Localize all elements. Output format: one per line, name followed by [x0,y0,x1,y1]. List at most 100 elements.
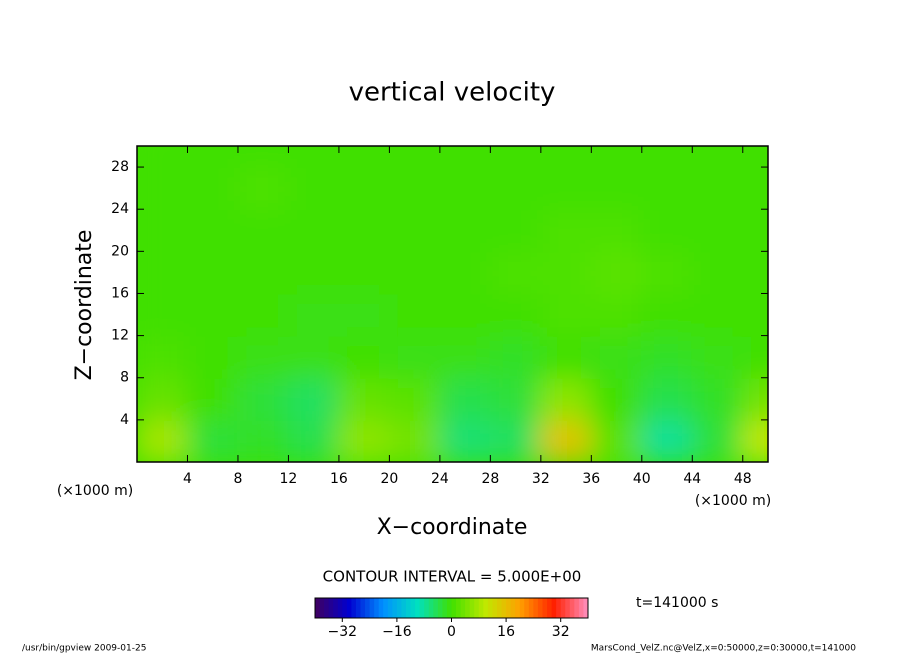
x-tick-label: 4 [183,471,192,487]
cell [236,166,290,211]
cell [539,208,593,253]
cell [137,208,189,253]
cell [388,146,441,169]
cell [388,250,441,295]
x-tick-label: 32 [532,471,550,487]
x-tick-label: 12 [280,471,298,487]
y-tick-label: 4 [120,412,129,428]
cell [236,250,290,295]
cell [186,292,239,337]
chart-title: vertical velocity [349,78,556,108]
colorbar-segment [328,598,334,618]
cell [388,166,441,211]
colorbar-segment [451,598,457,618]
cell [741,166,768,211]
cell [539,250,593,295]
colorbar-segment [415,598,421,618]
colorbar-segment [547,598,553,618]
cell [640,292,694,337]
cell [388,208,441,253]
colorbar-tick-label: 16 [497,624,515,640]
colorbar-segment [497,598,503,618]
cell [539,376,593,421]
cell [489,292,542,337]
time-label: t=141000 s [636,595,718,611]
cell [539,146,593,169]
cell [489,146,542,169]
cell [337,418,391,462]
colorbar-segment [410,598,416,618]
cell [590,250,643,295]
colorbar-segment [437,598,443,618]
cell [287,250,340,295]
colorbar-segment [510,598,516,618]
cell [186,166,239,211]
field [137,146,768,462]
x-tick-label: 8 [233,471,242,487]
cell [590,376,643,421]
colorbar-tick-label: 0 [447,624,456,640]
colorbar-segment [387,598,393,618]
colorbar-segment [433,598,439,618]
cell [287,418,340,462]
cell [489,376,542,421]
cell [691,418,744,462]
cell [438,292,492,337]
cell [590,208,643,253]
cell [539,166,593,211]
colorbar-segment [383,598,389,618]
colorbar-tick-label: 32 [552,624,570,640]
cell [539,292,593,337]
y-tick-label: 12 [111,328,129,344]
colorbar-segment [424,598,430,618]
x-tick-label: 40 [633,471,651,487]
colorbar-segment [369,598,375,618]
colorbar-segment [351,598,357,618]
cell [640,334,694,379]
cell [640,250,694,295]
colorbar-segment [583,598,589,618]
cell [388,334,441,379]
colorbar-segment [506,598,512,618]
cell [741,334,768,379]
x-axis-label: X−coordinate [377,515,528,540]
cell [590,334,643,379]
colorbar-segment [574,598,580,618]
cell [287,292,340,337]
colorbar-segment [487,598,493,618]
cell [691,166,744,211]
cell [741,418,768,462]
cell [388,292,441,337]
x-tick-label: 16 [330,471,348,487]
cell [438,418,492,462]
contour-interval: CONTOUR INTERVAL = 5.000E+00 [323,568,582,586]
cell [741,146,768,169]
cell [691,250,744,295]
cell [137,146,189,169]
cell [640,376,694,421]
cell [186,250,239,295]
colorbar-segment [483,598,489,618]
colorbar-segment [551,598,557,618]
colorbar-segment [442,598,448,618]
y-tick-label: 20 [111,243,129,259]
cell [186,208,239,253]
cell [337,292,391,337]
plot-area [137,146,768,462]
colorbar-segment [524,598,530,618]
cell [236,376,290,421]
cell [236,292,290,337]
cell [741,292,768,337]
cell [691,376,744,421]
cell [438,208,492,253]
cell [590,146,643,169]
y-tick-label: 24 [111,201,129,217]
cell [438,250,492,295]
plot-frame [136,145,769,463]
colorbar-segment [319,598,325,618]
cell [691,146,744,169]
cell [186,146,239,169]
y-tick-label: 16 [111,285,129,301]
cell [741,208,768,253]
